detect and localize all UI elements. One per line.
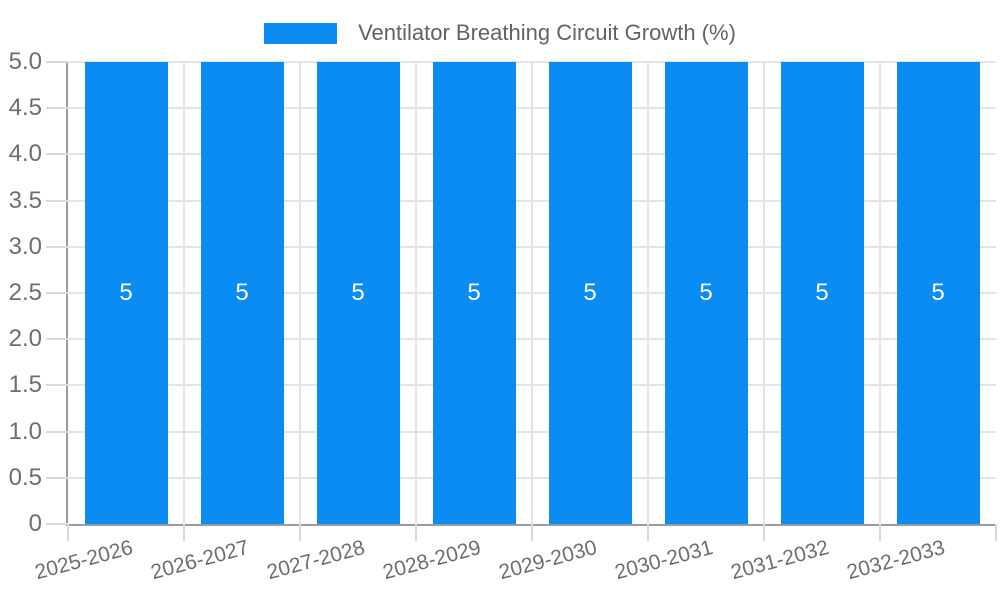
y-tick-mark <box>46 430 68 433</box>
y-tick-label: 0 <box>28 510 42 537</box>
y-tick-mark <box>46 523 68 525</box>
x-tick-mark <box>879 524 881 541</box>
y-tick-mark <box>46 107 68 110</box>
y-tick-label: 3.5 <box>8 186 42 214</box>
x-tick-mark <box>531 524 533 541</box>
y-tick-label: 1.0 <box>8 417 42 445</box>
gridline-v <box>183 62 185 524</box>
bar: 5 <box>896 62 980 524</box>
x-tick-mark <box>995 524 997 541</box>
x-tick-mark <box>299 524 301 541</box>
y-tick-mark <box>46 245 68 248</box>
x-tick-label: 2030-2031 <box>611 536 715 585</box>
bar: 5 <box>780 62 864 524</box>
bar-value-label: 5 <box>235 279 249 306</box>
gridline-v <box>415 62 417 524</box>
x-tick-label: 2032-2033 <box>843 536 947 585</box>
legend-label: Ventilator Breathing Circuit Growth (%) <box>358 20 736 45</box>
bar: 5 <box>548 62 632 524</box>
bar-value-label: 5 <box>119 279 133 306</box>
x-tick-label: 2027-2028 <box>263 536 367 585</box>
chart-legend: Ventilator Breathing Circuit Growth (%) <box>0 14 1000 52</box>
y-tick-mark <box>46 199 68 202</box>
x-tick-label: 2026-2027 <box>147 536 251 585</box>
y-tick-mark <box>46 338 68 341</box>
legend-swatch-icon <box>264 22 338 44</box>
x-tick-label: 2031-2032 <box>727 536 831 585</box>
y-tick-mark <box>46 384 68 387</box>
y-tick-label: 3.0 <box>8 232 42 260</box>
y-tick-label: 1.5 <box>8 371 42 399</box>
y-tick-label: 4.5 <box>8 94 42 122</box>
x-tick-mark <box>415 524 417 541</box>
x-tick-mark <box>183 524 185 541</box>
y-tick-label: 5.0 <box>8 48 42 75</box>
bar-value-label: 5 <box>815 279 829 306</box>
y-tick-label: 0.5 <box>8 463 42 491</box>
bar: 5 <box>664 62 748 524</box>
plot-area: 5 5 5 5 5 5 5 5 <box>66 61 996 526</box>
x-tick-label: 2025-2026 <box>31 536 135 585</box>
gridline-v <box>763 62 765 524</box>
gridline-v <box>879 62 881 524</box>
x-tick-mark <box>67 524 69 541</box>
y-tick-label: 2.5 <box>8 279 42 306</box>
gridline-v <box>531 62 533 524</box>
bar-value-label: 5 <box>467 279 481 306</box>
bar-value-label: 5 <box>351 279 365 306</box>
bar: 5 <box>432 62 516 524</box>
bar: 5 <box>84 62 168 524</box>
y-tick-mark <box>46 292 68 294</box>
y-tick-mark <box>46 153 68 156</box>
bar: 5 <box>200 62 284 524</box>
x-tick-mark <box>763 524 765 541</box>
x-tick-label: 2028-2029 <box>379 536 483 585</box>
bar: 5 <box>316 62 400 524</box>
x-tick-label: 2029-2030 <box>495 536 599 585</box>
y-tick-mark <box>46 476 68 479</box>
y-tick-label: 4.0 <box>8 140 42 168</box>
gridline-v <box>647 62 649 524</box>
bar-value-label: 5 <box>583 279 597 306</box>
y-tick-mark <box>46 61 68 63</box>
y-tick-label: 2.0 <box>8 325 42 353</box>
gridline-v <box>299 62 301 524</box>
x-tick-mark <box>647 524 649 541</box>
bar-value-label: 5 <box>699 279 713 306</box>
bar-value-label: 5 <box>931 279 945 306</box>
